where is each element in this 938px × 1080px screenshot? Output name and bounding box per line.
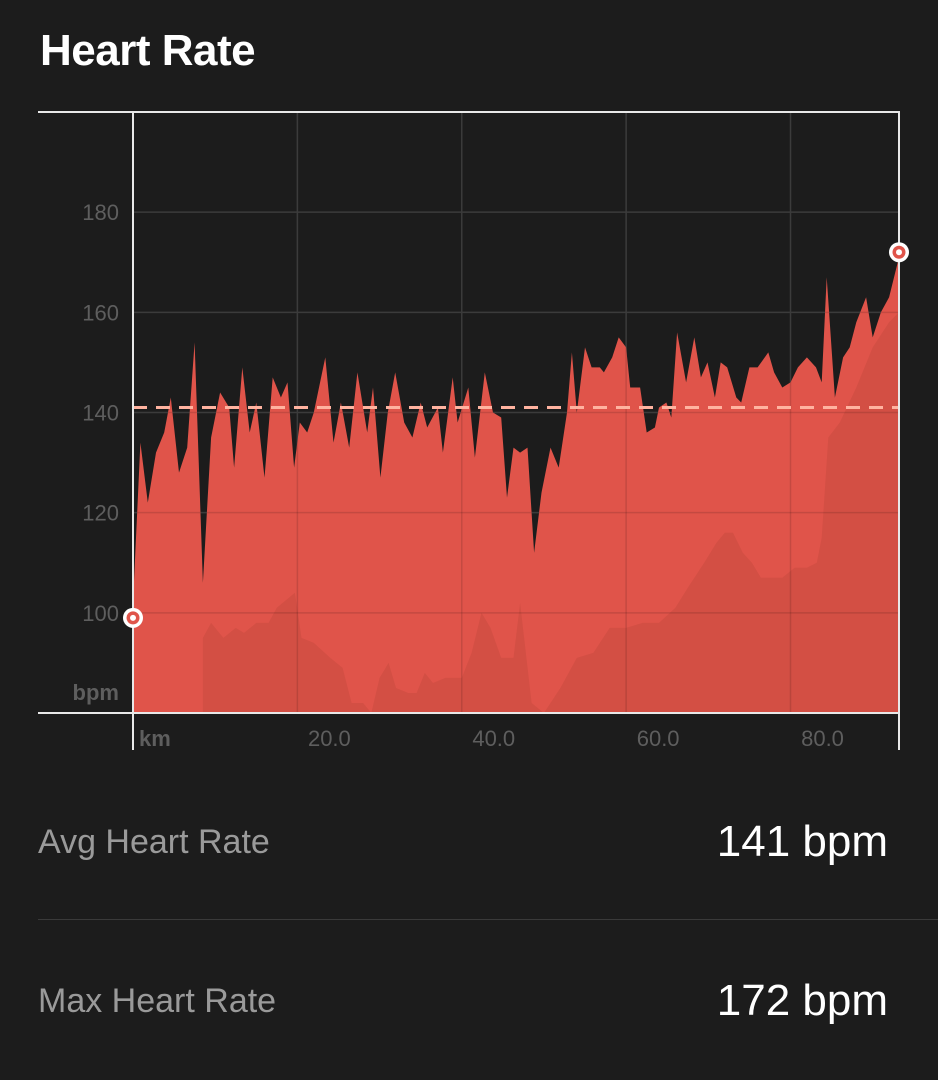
stats-divider (38, 919, 938, 920)
area-layer (133, 257, 899, 713)
end-marker-center (896, 249, 902, 256)
avg-heart-rate-label: Avg Heart Rate (38, 822, 270, 861)
max-heart-rate-row: Max Heart Rate 172 bpm (38, 961, 888, 1041)
x-tick-label: 80.0 (801, 726, 844, 751)
y-tick-label: 100 (82, 601, 119, 626)
chart-svg: 100 120 140 160 180 bpm 20.0 40.0 60.0 80.0 km (38, 111, 909, 751)
frame-layer (38, 111, 900, 750)
heart-rate-chart: 100 120 140 160 180 bpm 20.0 40.0 60.0 80.0 km (0, 100, 938, 760)
x-unit-label: km (139, 726, 171, 751)
heart-rate-shading (202, 312, 899, 713)
avg-heart-rate-value: 141 bpm (716, 817, 888, 866)
x-tick-label: 40.0 (472, 726, 515, 751)
marker-layer (123, 242, 909, 628)
y-tick-label: 160 (82, 300, 119, 325)
y-tick-label: 120 (82, 501, 119, 526)
page-title: Heart Rate (40, 26, 256, 75)
x-tick-label: 60.0 (637, 726, 680, 751)
start-marker-center (130, 614, 136, 621)
y-tick-label: 180 (82, 200, 119, 225)
max-heart-rate-label: Max Heart Rate (38, 981, 277, 1020)
y-tick-label: 140 (82, 401, 119, 426)
max-heart-rate-value: 172 bpm (716, 976, 888, 1025)
y-unit-label: bpm (73, 680, 119, 705)
avg-heart-rate-row: Avg Heart Rate 141 bpm (38, 802, 888, 882)
label-layer: 100 120 140 160 180 bpm 20.0 40.0 60.0 80.0 km (73, 200, 844, 751)
x-tick-label: 20.0 (308, 726, 351, 751)
